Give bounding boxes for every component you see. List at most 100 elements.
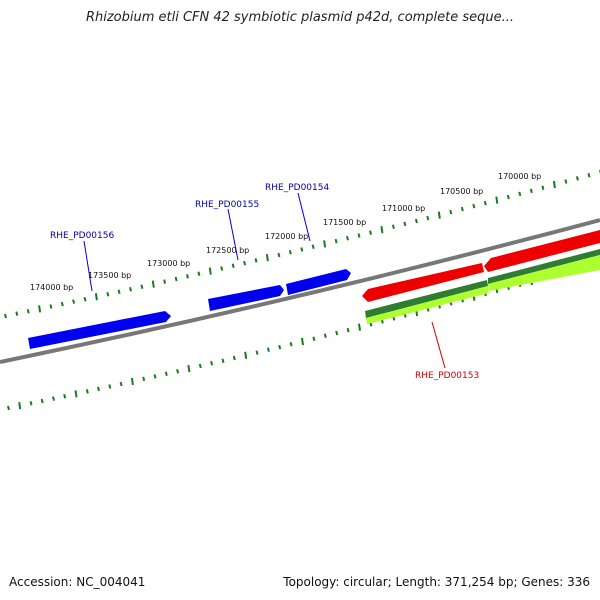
minor-tick <box>357 233 361 238</box>
minor-tick <box>564 179 568 184</box>
minor-tick <box>346 236 349 241</box>
minor-tick <box>26 309 30 314</box>
minor-tick <box>176 368 180 374</box>
minor-tick <box>129 286 132 292</box>
scale-label: 172000 bp <box>265 232 308 241</box>
minor-tick <box>210 361 214 366</box>
minor-tick <box>85 389 89 394</box>
minor-tick <box>323 333 327 339</box>
major-tick <box>495 196 499 204</box>
major-tick <box>187 364 191 373</box>
minor-tick <box>72 299 76 304</box>
major-tick <box>380 226 384 234</box>
minor-tick <box>52 396 55 401</box>
minor-tick <box>288 250 292 255</box>
major-tick <box>38 305 42 313</box>
minor-tick <box>426 215 430 221</box>
gene-arrow-rhe-pd00155[interactable] <box>208 285 284 311</box>
minor-tick <box>174 276 178 282</box>
minor-tick <box>164 371 168 377</box>
plasmid-backbone <box>0 218 600 364</box>
minor-tick <box>472 203 476 209</box>
minor-tick <box>266 347 270 353</box>
major-tick <box>130 377 134 386</box>
minor-tick <box>460 206 464 212</box>
gene-arrow-rhe-pd00156[interactable] <box>28 311 171 349</box>
scale-label: 172500 bp <box>206 246 249 255</box>
minor-tick <box>346 327 350 333</box>
minor-tick <box>4 313 7 319</box>
minor-tick <box>117 289 121 294</box>
forward-gene-track <box>28 269 351 349</box>
cds-track <box>365 249 600 324</box>
scale-label: 171500 bp <box>323 218 366 227</box>
gene-label-rhe-pd00156[interactable]: RHE_PD00156 <box>50 231 114 241</box>
gene-label-rhe-pd00155[interactable]: RHE_PD00155 <box>195 200 259 210</box>
minor-tick <box>541 185 545 191</box>
cds-light-segment-2 <box>488 255 600 291</box>
major-tick <box>151 280 155 288</box>
gene-arrow-rhe-pd00154[interactable] <box>286 269 351 295</box>
minor-tick <box>255 350 259 355</box>
major-tick <box>244 351 248 359</box>
minor-tick <box>153 374 157 379</box>
scale-label: 170000 bp <box>498 172 541 181</box>
scale-label: 171000 bp <box>382 204 425 213</box>
minor-tick <box>587 172 591 178</box>
major-tick <box>265 254 269 262</box>
minor-tick <box>289 342 293 347</box>
minor-tick <box>518 191 522 197</box>
minor-tick <box>221 358 225 363</box>
minor-tick <box>15 311 19 316</box>
major-tick <box>323 240 327 248</box>
minor-tick <box>220 266 224 271</box>
major-tick <box>358 323 361 331</box>
scale-label: 174000 bp <box>30 283 73 292</box>
leader-line <box>431 321 446 369</box>
gene-arrow-next-reverse[interactable] <box>484 230 600 272</box>
minor-tick <box>369 230 372 235</box>
leader-line <box>83 240 93 292</box>
major-tick <box>94 293 98 301</box>
minor-tick <box>277 252 281 258</box>
minor-tick <box>311 244 315 249</box>
cds-light-segment <box>366 286 489 324</box>
minor-tick <box>335 330 339 336</box>
minor-tick <box>391 224 395 230</box>
minor-tick <box>334 238 338 244</box>
minor-tick <box>142 376 146 382</box>
minor-tick <box>243 260 247 266</box>
minor-tick <box>97 386 100 392</box>
minor-tick <box>108 384 112 389</box>
scale-label: 173000 bp <box>147 259 190 268</box>
cds-dark-segment-2 <box>488 249 600 284</box>
minor-tick <box>119 381 123 387</box>
scale-labels: 174000 bp 173500 bp 173000 bp 172500 bp … <box>30 172 541 292</box>
major-tick <box>18 402 22 410</box>
gene-label-rhe-pd00153[interactable]: RHE_PD00153 <box>415 371 479 381</box>
minor-tick <box>529 188 533 194</box>
minor-tick <box>29 401 33 406</box>
minor-tick <box>83 296 87 302</box>
gene-label-leaders <box>83 192 446 369</box>
major-tick <box>208 267 212 275</box>
minor-tick <box>278 344 282 350</box>
minor-tick <box>231 263 235 269</box>
minor-tick <box>106 291 110 297</box>
gene-arrow-rhe-pd00153[interactable] <box>362 263 484 302</box>
minor-tick <box>163 279 167 284</box>
map-title: Rhizobium etli CFN 42 symbiotic plasmid … <box>85 10 515 25</box>
minor-tick <box>506 194 510 200</box>
minor-tick <box>254 258 258 263</box>
minor-tick <box>140 284 144 289</box>
topology-summary: Topology: circular; Length: 371,254 bp; … <box>283 575 590 589</box>
minor-tick <box>40 398 44 404</box>
minor-tick <box>7 405 10 411</box>
gene-label-rhe-pd00154[interactable]: RHE_PD00154 <box>265 183 329 193</box>
minor-tick <box>60 301 64 307</box>
minor-tick <box>198 363 202 369</box>
leader-line <box>297 192 311 242</box>
minor-tick <box>300 247 304 252</box>
minor-tick <box>449 209 453 215</box>
